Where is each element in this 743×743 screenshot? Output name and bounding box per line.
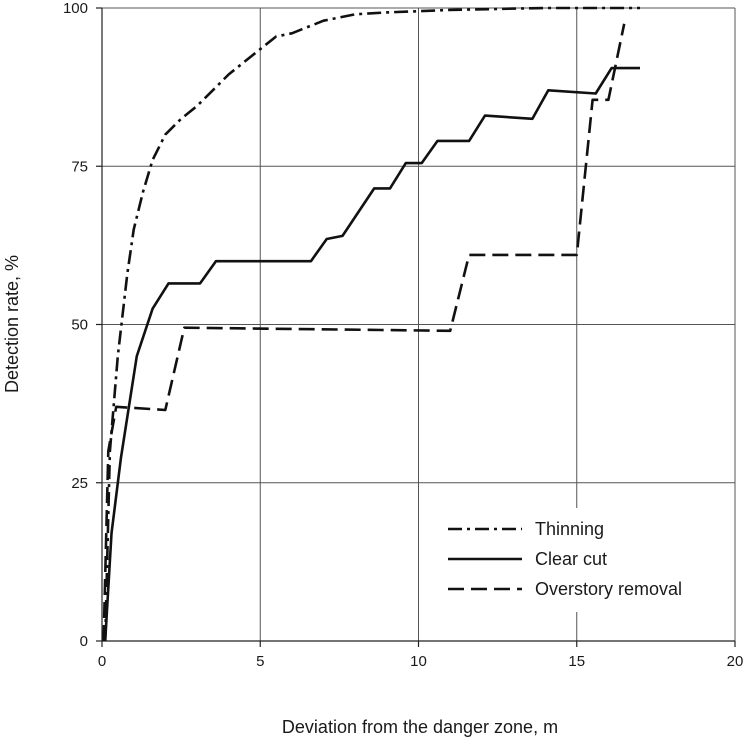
legend-label-clear-cut: Clear cut xyxy=(535,549,607,569)
series-lines xyxy=(102,6,640,642)
axes xyxy=(96,7,736,647)
tick-labels: 0 5 10 15 20 0 25 50 75 100 xyxy=(63,0,743,670)
legend-label-overstory-removal: Overstory removal xyxy=(535,579,682,599)
x-tick-label: 5 xyxy=(256,653,264,670)
y-tick-label: 50 xyxy=(71,317,88,334)
x-tick-label: 20 xyxy=(727,653,743,670)
y-tick-label: 25 xyxy=(71,475,88,492)
y-tick-label: 100 xyxy=(63,0,88,17)
legend-label-thinning: Thinning xyxy=(535,519,604,539)
series-line-overstory-removal xyxy=(102,23,626,642)
legend: Thinning Clear cut Overstory removal xyxy=(436,508,716,612)
y-tick-label: 0 xyxy=(80,633,88,650)
grid xyxy=(102,7,736,641)
series-line-clear-cut xyxy=(103,66,640,642)
x-tick-label: 15 xyxy=(568,653,585,670)
y-tick-label: 75 xyxy=(71,158,88,175)
x-axis-title: Deviation from the danger zone, m xyxy=(282,717,558,737)
x-tick-label: 10 xyxy=(410,653,427,670)
x-tick-label: 0 xyxy=(98,653,106,670)
y-axis-title: Detection rate, % xyxy=(2,255,22,393)
series-line-thinning xyxy=(103,6,640,642)
